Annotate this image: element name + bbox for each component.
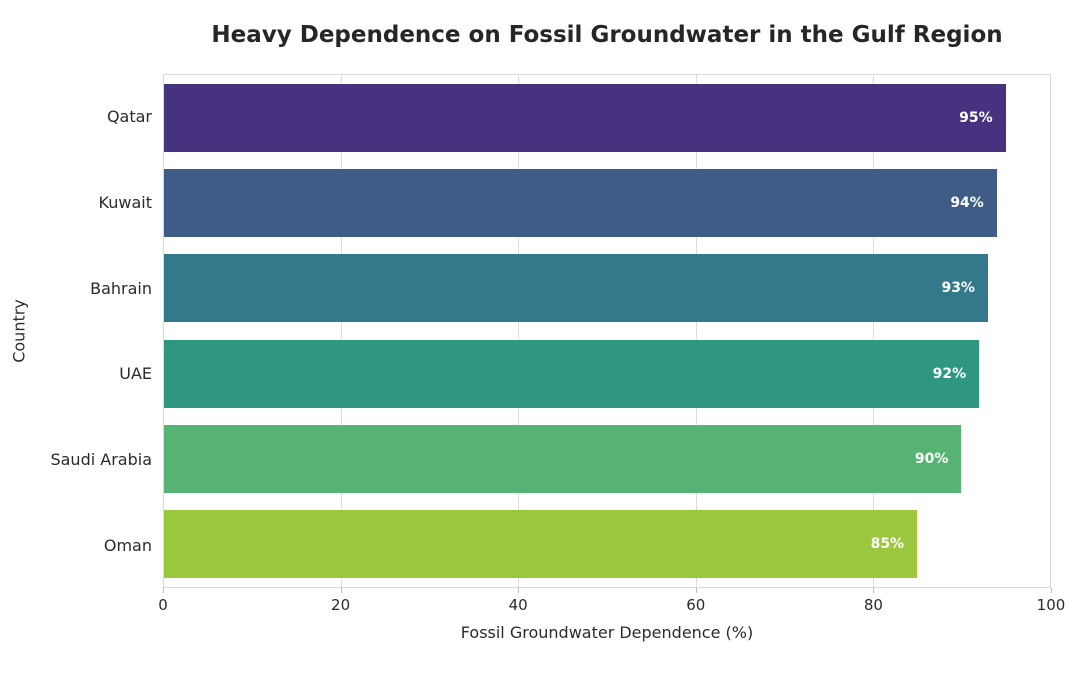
x-tick-mark — [340, 588, 342, 593]
gridline — [341, 75, 343, 587]
x-tick-label: 100 — [1036, 596, 1066, 614]
plot-area: 95% 94% 93% 92% 90% — [163, 74, 1051, 588]
x-axis-label: Fossil Groundwater Dependence (%) — [460, 623, 754, 642]
x-tick-label: 20 — [331, 596, 351, 614]
x-tick-mark — [873, 588, 875, 593]
value-label: 92% — [932, 365, 967, 382]
bar-row: 92% — [164, 331, 1050, 416]
y-tick-label: UAE — [119, 364, 152, 384]
bar-uae: 92% — [164, 339, 980, 408]
value-label: 85% — [870, 536, 905, 553]
bar-oman: 85% — [164, 510, 918, 579]
x-tick-mark — [695, 588, 697, 593]
value-label: 94% — [950, 194, 984, 211]
x-tick-labels: 0 20 40 60 80 100 — [158, 596, 1065, 616]
y-tick-label: Qatar — [106, 107, 152, 127]
value-label: 93% — [941, 280, 975, 297]
y-tick-label: Oman — [103, 535, 152, 555]
x-tick-label: 60 — [686, 596, 706, 614]
bar-saudi-arabia: 90% — [164, 425, 962, 493]
y-tick-label: Kuwait — [98, 193, 152, 212]
gridline — [695, 75, 697, 587]
gridline — [872, 75, 874, 587]
bar-row: 95% — [164, 75, 1050, 160]
bar-bahrain: 93% — [164, 254, 988, 323]
value-label: 95% — [959, 109, 993, 126]
x-tick-mark — [163, 588, 164, 593]
chart-title: Heavy Dependence on Fossil Groundwater i… — [211, 22, 1003, 48]
x-tick-marks — [163, 588, 1052, 593]
bar-qatar: 95% — [164, 83, 1006, 152]
bar-row: 94% — [164, 160, 1050, 245]
value-label: 90% — [914, 450, 949, 467]
y-tick-labels: Qatar Kuwait Bahrain UAE Saudi Arabia Om… — [0, 74, 163, 588]
x-tick-label: 80 — [863, 596, 883, 614]
x-tick-mark — [1051, 588, 1052, 593]
x-tick-label: 0 — [158, 596, 168, 614]
x-tick-mark — [518, 588, 520, 593]
y-tick-label: Bahrain — [90, 278, 152, 298]
bar-row: 85% — [164, 502, 1050, 587]
bar-row: 93% — [164, 246, 1050, 331]
y-tick-label: Saudi Arabia — [50, 450, 152, 470]
bar-row: 90% — [164, 416, 1050, 501]
x-tick-label: 40 — [508, 596, 528, 614]
bar-kuwait: 94% — [164, 169, 997, 237]
gridline — [518, 75, 520, 587]
bar-series: 95% 94% 93% 92% 90% — [164, 75, 1050, 587]
